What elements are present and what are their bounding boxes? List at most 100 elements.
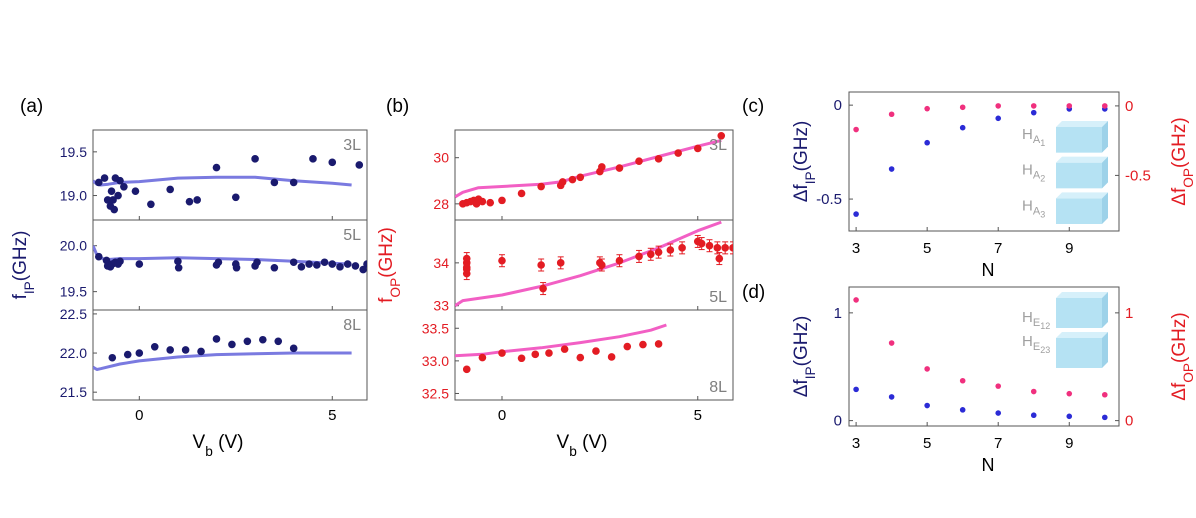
data-point [351,262,360,270]
x-axis-label: Vb (V) [557,432,608,459]
y-tick-label-right: -0.5 [1125,167,1151,184]
y-tick-label-right: 0 [1125,413,1133,430]
data-point [289,178,298,187]
data-point [693,144,702,153]
subplot-a-5L: 19.5 20.0 5L [60,219,368,311]
x-tick-label: 7 [994,435,1002,452]
data-point [355,161,364,169]
y-axis-title-left-group: ΔfIP(GHz) [791,121,818,203]
data-point [615,164,624,172]
data-point [116,176,124,185]
ip-point [1030,412,1037,419]
panel-b: (b) 28 30 3L 33 34 5L 32.5 33.0 33.5 8L 0 5 Vb (V) fOP… [376,96,734,459]
ip-point [1030,109,1037,116]
y-axis-title-left: ΔfIP(GHz) [791,316,818,398]
model-curve [455,220,722,307]
y-tick-label: 19.5 [60,284,87,300]
panel-label-b: (b) [386,96,409,117]
y-tick-label-right: 1 [1125,305,1133,322]
plot-area [93,335,352,371]
x-tick-label: 5 [694,407,702,424]
model-curve [455,323,667,358]
layer-top [1056,156,1108,163]
subplot-label: 5L [343,227,361,244]
data-point [116,257,124,266]
model-curve [93,175,352,187]
data-point [539,284,547,293]
data-point [558,178,567,186]
subplot-label: 3L [709,137,727,154]
y-axis-title-right: ΔfOP(GHz) [1169,117,1196,205]
data-point [598,261,606,269]
y-axis-title-left-main: Δf [791,184,812,203]
x-tick-label: 5 [923,435,931,452]
inset-label-subsub: 23 [1040,345,1050,355]
data-point [228,340,236,349]
data-point [108,353,117,362]
y-tick-label: 33 [433,298,449,314]
y-axis-label-main: f [376,297,397,303]
op-point [1030,103,1037,109]
y-axis-title-left-main: Δf [791,379,812,398]
op-point [853,126,859,133]
ip-point [959,407,966,413]
data-point [537,261,545,269]
y-tick-label-left: 1 [834,305,842,322]
y-axis-title-right-group: ΔfOP(GHz) [1169,117,1196,205]
op-point [888,111,895,118]
x-axis-label-unit: (V) [213,432,244,453]
subplot-b-8L: 32.5 33.0 33.5 8L [422,309,734,401]
data-point [135,260,144,268]
y-axis-label-group: fIP(GHz) [10,231,37,300]
x-tick-label: 5 [923,240,931,257]
y-tick-label-right: 0 [1125,98,1133,115]
subplot-frame [454,129,734,221]
op-point [1066,390,1073,397]
x-axis-label-main: V [557,432,570,453]
data-point [498,256,506,265]
panel-label-d: (d) [742,282,765,303]
data-point [654,155,663,163]
data-point [713,244,722,252]
data-point [729,244,733,252]
data-point [289,344,298,353]
y-tick-label-left: -0.5 [816,191,842,208]
x-axis-label: N [982,260,995,280]
op-point [995,103,1002,109]
inset-label-subsub: 1 [1040,138,1045,148]
x-tick-label: 9 [1065,435,1073,452]
layer-block [1056,338,1102,368]
layer-block [1056,298,1102,328]
data-point [462,263,471,271]
plot-area [93,155,364,214]
y-axis-title-left-group: ΔfIP(GHz) [791,316,818,398]
inset-label-main: H [1022,162,1033,179]
y-tick-label-left: 0 [834,97,842,114]
inset-label-main: H [1022,309,1033,326]
data-point [639,340,647,349]
y-axis-title-left-unit: (GHz) [791,121,812,172]
data-point [623,342,632,351]
inset-label: HE12 [1022,309,1050,331]
y-axis-title-right: ΔfOP(GHz) [1169,312,1196,400]
data-point [705,241,714,250]
data-point [270,178,279,187]
y-axis-label-group: fOP(GHz) [376,227,403,303]
y-tick-label: 28 [433,196,449,212]
y-axis-title-right-main: Δf [1169,187,1190,206]
data-point [251,155,259,163]
ip-point [959,124,966,131]
y-tick-label: 33.5 [422,320,449,336]
layer-side [1102,121,1108,153]
y-tick-label: 20.0 [60,238,87,254]
data-point [598,163,606,171]
data-point [568,175,577,184]
x-tick-label: 0 [498,407,506,424]
subplot-b-5L: 33 34 5L [433,219,734,314]
inset-label-subsub: 2 [1040,174,1045,184]
y-axis-title-left-sub: IP [803,366,818,379]
x-tick-label: 0 [135,407,143,424]
data-point [166,185,174,194]
model-curve [455,138,722,199]
op-point [853,297,859,303]
